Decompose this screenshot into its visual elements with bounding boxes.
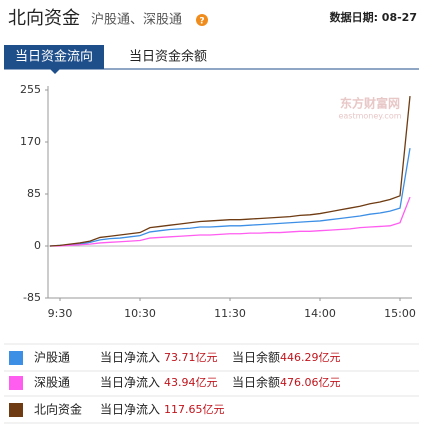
- inflow-value: 73.71亿元: [164, 351, 218, 364]
- help-icon[interactable]: [196, 14, 208, 26]
- x-tick-label: 9:30: [48, 307, 73, 320]
- y-tick-label: 0: [34, 239, 41, 252]
- inflow-value: 43.94亿元: [164, 376, 218, 389]
- watermark: 东方财富网: [340, 96, 400, 111]
- inflow-label: 当日净流入: [100, 376, 160, 390]
- balance-value: 476.06亿元: [280, 376, 341, 389]
- tab-pointer: [50, 69, 60, 74]
- y-tick-label: 170: [20, 135, 41, 148]
- legend-swatch: [9, 376, 23, 390]
- y-tick-label: 255: [20, 83, 41, 96]
- x-tick-label: 14:00: [304, 307, 336, 320]
- y-tick-label: 85: [27, 187, 41, 200]
- watermark: eastmoney.com: [338, 112, 401, 121]
- series-line: [50, 196, 411, 247]
- balance-label: 当日余额: [232, 350, 280, 365]
- date: 数据日期: 08-27: [330, 10, 417, 24]
- legend-name: 北向资金: [34, 402, 82, 417]
- x-tick-label: 15:00: [384, 307, 416, 320]
- inflow-value: 117.65亿元: [164, 403, 225, 416]
- legend-name: 沪股通: [34, 351, 70, 365]
- tab[interactable]: 当日资金流向: [15, 49, 93, 65]
- subtitle: 沪股通、深股通: [91, 12, 182, 28]
- inflow-label: 当日净流入: [100, 403, 160, 417]
- series-line: [49, 148, 411, 247]
- tab[interactable]: 当日资金余额: [129, 49, 207, 65]
- help-icon-text: ?: [199, 17, 204, 27]
- legend-name: 深股通: [34, 376, 70, 390]
- series-line: [49, 96, 411, 247]
- x-tick-label: 10:30: [124, 307, 156, 320]
- y-tick-label: -85: [23, 291, 41, 304]
- balance-value: 446.29亿元: [280, 351, 341, 364]
- legend-swatch: [9, 351, 23, 365]
- balance-label: 当日余额: [232, 375, 280, 390]
- title: 北向资金: [8, 8, 80, 29]
- tab-active-bg[interactable]: [4, 45, 104, 69]
- x-tick-label: 11:30: [214, 307, 246, 320]
- legend-swatch: [9, 403, 23, 417]
- inflow-label: 当日净流入: [100, 351, 160, 365]
